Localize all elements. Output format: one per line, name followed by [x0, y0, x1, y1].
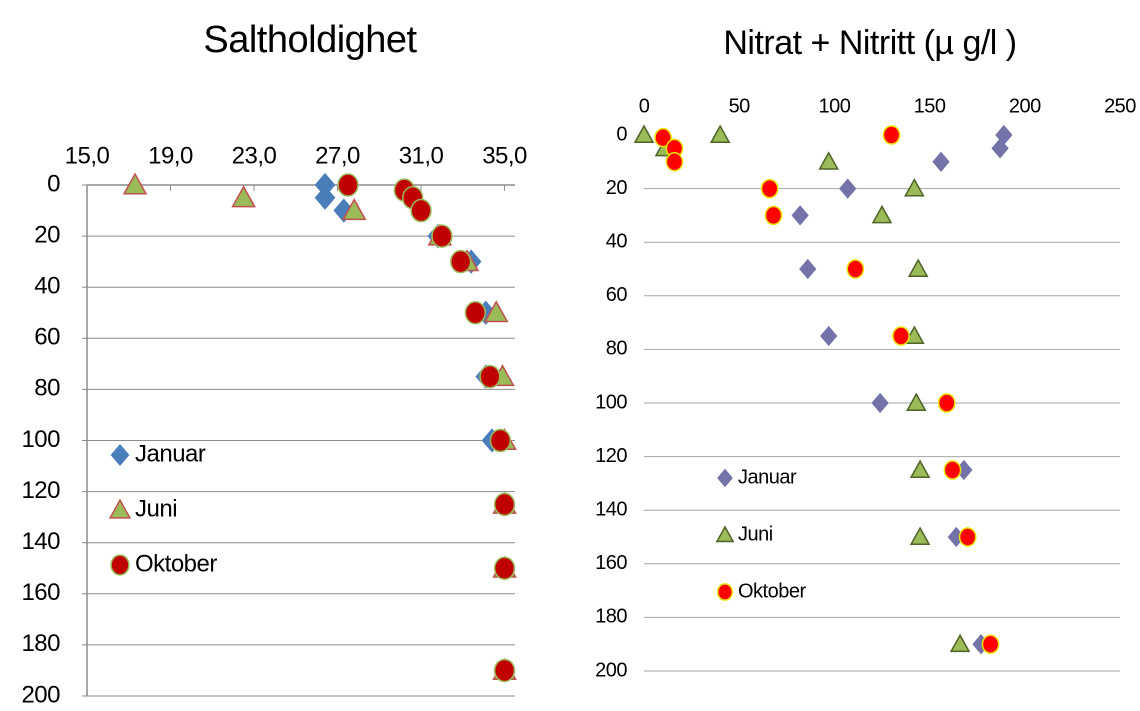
y-tick-label: 0	[616, 123, 627, 145]
x-tick-label: 27,0	[315, 142, 360, 169]
data-point	[904, 178, 925, 197]
legend-label: Juni	[135, 495, 177, 522]
data-point	[483, 300, 509, 323]
data-point	[314, 185, 336, 210]
data-point	[871, 392, 889, 414]
x-tick-label: 15,0	[65, 142, 110, 169]
y-tick-label: 80	[34, 375, 60, 402]
y-tick-label: 160	[21, 579, 60, 606]
data-point	[937, 393, 956, 413]
legend-marker	[110, 443, 130, 467]
data-point	[981, 634, 1000, 654]
data-point	[341, 198, 367, 221]
legend-marker	[716, 583, 734, 601]
data-point	[839, 178, 857, 199]
data-point	[479, 364, 501, 389]
legend-label: Juni	[738, 523, 773, 545]
data-point	[410, 198, 432, 223]
legend-label: Januar	[135, 440, 206, 467]
data-point	[633, 124, 655, 143]
y-tick-label: 200	[21, 681, 60, 708]
data-point	[904, 325, 925, 344]
chart-title: Saltholdighet	[203, 19, 417, 61]
x-tick-label: 23,0	[232, 142, 277, 169]
data-point	[337, 173, 359, 197]
data-point	[760, 178, 779, 199]
data-point	[493, 658, 516, 683]
data-point	[892, 326, 910, 346]
legend-marker	[108, 498, 132, 519]
data-point	[907, 258, 929, 277]
legend-label: Oktober	[738, 580, 806, 602]
legend-marker	[717, 468, 733, 488]
legend-label: Oktober	[135, 550, 217, 577]
y-tick-label: 60	[34, 324, 60, 351]
y-tick-label: 0	[47, 170, 60, 197]
x-tick-label: 19,0	[148, 142, 193, 169]
data-point	[665, 152, 684, 172]
y-tick-label: 120	[595, 445, 627, 467]
data-point	[764, 205, 783, 226]
data-point	[820, 325, 838, 347]
y-tick-label: 60	[606, 284, 628, 306]
x-tick-label: 50	[729, 95, 751, 117]
y-tick-label: 120	[21, 477, 60, 504]
x-tick-label: 100	[818, 95, 850, 117]
data-point	[493, 492, 516, 517]
y-tick-label: 160	[595, 552, 627, 574]
data-point	[958, 527, 977, 547]
data-point	[231, 185, 256, 208]
x-tick-label: 0	[639, 95, 650, 117]
y-tick-label: 100	[21, 426, 60, 453]
chart-title: Nitrat + Nitritt (µ g/l )	[723, 24, 1016, 62]
y-tick-label: 20	[606, 177, 628, 199]
y-tick-label: 80	[606, 338, 628, 360]
x-tick-label: 200	[1009, 95, 1041, 117]
y-tick-label: 180	[595, 606, 627, 628]
y-tick-label: 200	[595, 659, 627, 681]
x-tick-label: 150	[914, 95, 946, 117]
legend-marker	[715, 525, 735, 543]
data-point	[122, 172, 148, 195]
x-tick-label: 35,0	[482, 142, 527, 169]
x-tick-label: 31,0	[399, 142, 444, 169]
data-point	[846, 259, 865, 279]
y-tick-label: 140	[21, 528, 60, 555]
y-tick-label: 140	[595, 498, 627, 520]
data-point	[909, 526, 931, 545]
x-tick-label: 250	[1104, 95, 1136, 117]
data-point	[932, 151, 950, 172]
data-point	[909, 459, 931, 478]
data-point	[943, 460, 962, 480]
data-point	[493, 556, 516, 580]
data-point	[949, 633, 971, 653]
data-point	[489, 428, 512, 453]
data-point	[464, 301, 486, 325]
data-point	[905, 392, 927, 411]
data-point	[882, 125, 901, 145]
data-point	[991, 138, 1009, 159]
data-point	[799, 258, 817, 280]
data-point	[431, 224, 453, 248]
data-point	[818, 151, 839, 170]
data-point	[871, 204, 893, 224]
y-tick-label: 40	[606, 230, 628, 252]
y-tick-label: 180	[21, 630, 60, 657]
legend-marker	[110, 554, 130, 576]
data-point	[791, 205, 809, 226]
y-tick-label: 100	[595, 391, 627, 413]
legend-label: Januar	[738, 466, 797, 488]
data-point	[654, 127, 672, 148]
y-tick-label: 20	[34, 221, 60, 248]
data-point	[709, 124, 731, 143]
y-tick-label: 40	[34, 273, 60, 300]
data-point	[450, 249, 472, 274]
